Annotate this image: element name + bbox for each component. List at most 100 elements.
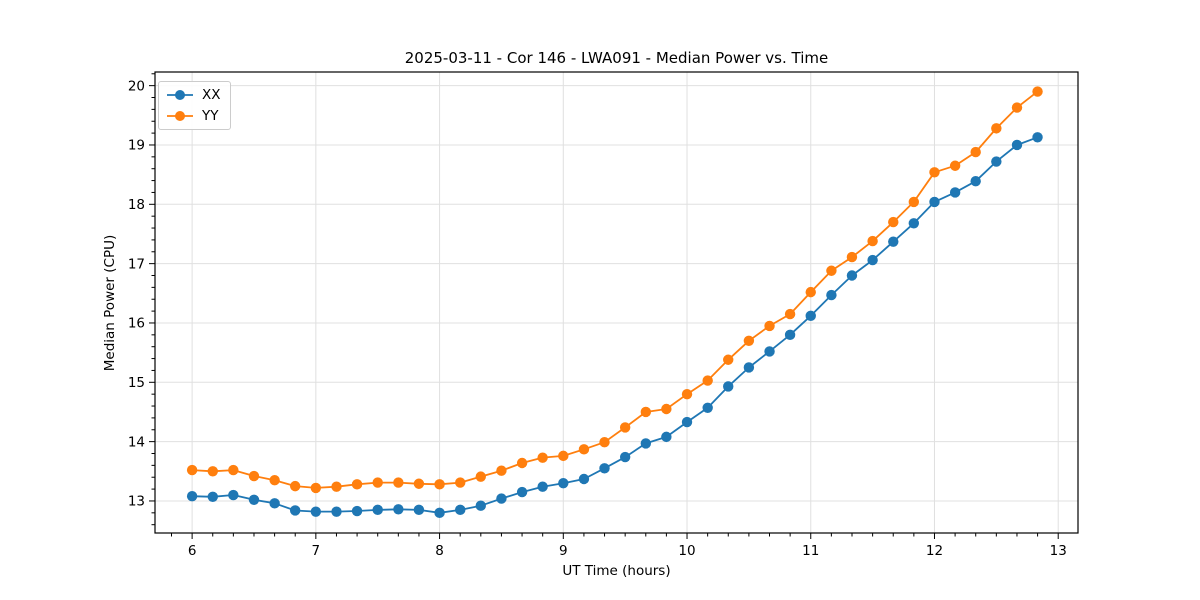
x-tick-label: 6	[188, 543, 197, 559]
data-point-xx	[228, 489, 239, 501]
data-point-xx	[186, 491, 198, 502]
data-point-xx	[455, 504, 466, 516]
legend-label-xx: XX	[202, 87, 221, 103]
data-point-xx	[516, 486, 528, 498]
data-point-yy	[743, 335, 755, 346]
data-point-xx	[805, 310, 816, 322]
data-point-yy	[537, 452, 548, 463]
data-point-xx	[289, 505, 301, 516]
data-point-yy	[310, 482, 322, 494]
data-point-xx	[434, 507, 445, 519]
data-point-yy	[949, 160, 961, 171]
data-point-yy	[640, 406, 652, 418]
data-point-yy	[846, 251, 858, 263]
data-point-yy	[351, 479, 363, 490]
data-point-xx	[846, 270, 858, 281]
legend-line-marker-sample-icon	[167, 111, 193, 121]
y-axis-label: Median Power (CPU)	[102, 234, 118, 372]
data-point-yy	[413, 478, 425, 489]
data-point-yy	[475, 471, 486, 482]
data-point-yy	[228, 464, 239, 476]
plot-border	[154, 71, 1079, 534]
data-point-yy	[991, 123, 1002, 134]
data-point-xx	[764, 346, 775, 357]
y-tick-label: 18	[128, 197, 145, 213]
data-point-xx	[269, 498, 280, 509]
data-point-yy	[723, 354, 734, 365]
data-point-yy	[455, 477, 466, 488]
data-point-yy	[970, 146, 981, 158]
data-point-xx	[578, 473, 590, 485]
series-line-yy	[192, 90, 1039, 489]
data-point-yy	[578, 444, 590, 455]
data-point-yy	[516, 457, 528, 469]
data-point-xx	[248, 494, 260, 505]
data-point-yy	[1011, 102, 1023, 113]
data-point-xx	[661, 431, 672, 443]
series-line-xx	[192, 136, 1038, 514]
data-point-yy	[248, 470, 260, 482]
data-point-yy	[186, 464, 198, 476]
x-tick-label: 9	[559, 543, 568, 559]
x-tick-label: 12	[926, 543, 943, 559]
data-point-xx	[372, 504, 383, 516]
data-point-xx	[640, 438, 652, 449]
data-point-yy	[805, 286, 816, 298]
data-point-yy	[826, 265, 837, 276]
legend-item-yy: YY	[165, 106, 221, 126]
y-tick-label: 19	[128, 138, 145, 154]
data-point-xx	[743, 362, 755, 373]
data-point-xx	[413, 504, 425, 516]
data-point-yy	[269, 474, 280, 486]
data-point-xx	[475, 500, 486, 511]
data-point-xx	[908, 218, 920, 229]
data-point-xx	[599, 463, 610, 474]
data-point-yy	[434, 479, 445, 490]
data-point-yy	[207, 466, 218, 477]
data-point-xx	[331, 506, 342, 517]
data-point-xx	[351, 505, 363, 517]
data-point-yy	[908, 196, 920, 208]
data-point-xx	[970, 175, 981, 187]
data-point-xx	[929, 196, 940, 208]
data-point-yy	[764, 320, 775, 332]
y-tick-label: 16	[128, 316, 145, 332]
x-tick-label: 11	[802, 543, 819, 559]
data-point-yy	[888, 216, 899, 228]
data-point-xx	[826, 289, 837, 301]
data-point-xx	[702, 402, 713, 414]
chart-title: 2025-03-11 - Cor 146 - LWA091 - Median P…	[404, 49, 829, 67]
x-tick-label: 8	[435, 543, 444, 559]
data-point-yy	[702, 375, 713, 386]
data-point-xx	[681, 416, 693, 428]
y-tick-label: 17	[128, 256, 145, 272]
data-point-yy	[1032, 86, 1043, 97]
y-tick-label: 15	[128, 375, 145, 391]
data-point-yy	[619, 422, 631, 433]
data-point-xx	[867, 254, 878, 266]
data-point-xx	[1011, 139, 1023, 151]
x-tick-label: 7	[312, 543, 321, 559]
y-tick-label: 14	[128, 434, 145, 450]
data-point-xx	[537, 481, 548, 492]
data-point-xx	[991, 156, 1002, 167]
x-axis-label: UT Time (hours)	[562, 563, 671, 579]
legend-line-marker-sample-icon	[167, 90, 193, 100]
data-point-yy	[681, 388, 693, 400]
y-tick-label: 13	[128, 494, 145, 510]
data-point-yy	[331, 481, 342, 492]
data-point-yy	[661, 403, 672, 415]
legend: XX YY	[158, 81, 231, 130]
data-point-xx	[619, 451, 631, 463]
data-point-xx	[207, 491, 218, 503]
data-point-xx	[888, 236, 899, 247]
x-tick-label: 10	[678, 543, 695, 559]
data-point-yy	[929, 167, 940, 178]
data-point-yy	[558, 450, 569, 462]
data-point-xx	[310, 506, 322, 517]
legend-item-xx: XX	[165, 85, 221, 105]
x-tick-label: 13	[1050, 543, 1067, 559]
data-point-yy	[599, 437, 610, 448]
